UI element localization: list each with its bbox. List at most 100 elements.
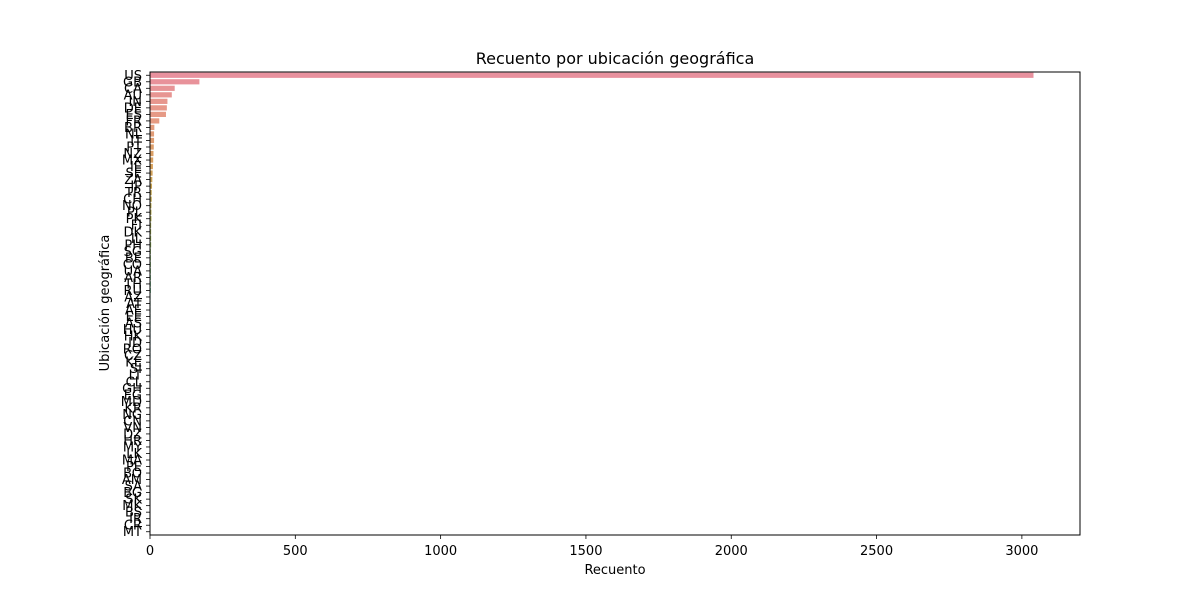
x-axis-ticks: 0 500 1000 1500 2000 2500 3000 xyxy=(146,535,1038,559)
bar-nz xyxy=(150,150,154,157)
bar-it xyxy=(150,137,155,144)
y-tick-label: PH xyxy=(124,238,142,253)
bar-nl xyxy=(150,131,155,137)
y-tick-label: NL xyxy=(125,127,143,142)
y-tick-label: LT xyxy=(129,369,142,384)
bar-mx xyxy=(150,157,154,163)
y-tick-label: CH xyxy=(123,193,142,208)
y-tick-label: PK xyxy=(126,212,143,227)
y-tick-label: AU xyxy=(124,88,142,103)
y-axis-label: Ubicación geográfica xyxy=(98,235,113,372)
bar-au xyxy=(150,92,172,98)
x-tick-label: 1500 xyxy=(569,544,602,559)
y-tick-label: EE xyxy=(126,310,142,325)
y-tick-label: CL xyxy=(126,375,143,390)
bar-ch xyxy=(150,196,152,202)
y-tick-label: MA xyxy=(122,454,142,469)
y-tick-label: HU xyxy=(123,323,142,338)
bar-ph xyxy=(150,242,152,248)
bar-pk xyxy=(150,216,152,222)
y-tick-label: PL xyxy=(127,206,143,221)
y-tick-label: BS xyxy=(125,506,142,521)
y-axis-ticks: USGBCAAUINDEESFRBRNLITPTNZMXIESEZAJPTRCH… xyxy=(121,69,150,540)
y-tick-label: FI xyxy=(131,219,142,234)
x-tick-label: 3000 xyxy=(1005,544,1038,559)
y-tick-label: HK xyxy=(124,330,143,345)
chart-title: Recuento por ubicación geográfica xyxy=(476,49,755,68)
bar-jp xyxy=(150,183,153,189)
x-tick-label: 2000 xyxy=(715,544,748,559)
x-tick-label: 1000 xyxy=(424,544,457,559)
bar-il xyxy=(150,235,152,241)
x-tick-label: 500 xyxy=(283,544,308,559)
y-tick-label: EG xyxy=(124,388,142,403)
y-tick-label: BR xyxy=(124,121,142,136)
bar-de xyxy=(150,105,167,111)
y-tick-label: LK xyxy=(126,447,142,462)
bar-es xyxy=(150,111,166,117)
y-tick-label: KE xyxy=(125,356,142,371)
y-tick-label: VN xyxy=(123,421,142,436)
bar-gb xyxy=(150,79,200,85)
y-tick-label: AT xyxy=(126,297,142,312)
y-tick-label: UA xyxy=(124,264,143,279)
y-tick-label: MX xyxy=(122,154,142,169)
y-tick-label: AZ xyxy=(124,290,142,305)
y-tick-label: PT xyxy=(126,140,142,155)
y-tick-label: AM xyxy=(122,473,142,488)
y-tick-label: PE xyxy=(126,460,142,475)
bar-br xyxy=(150,124,155,131)
bar-in xyxy=(150,98,168,104)
y-tick-label: DZ xyxy=(123,427,142,442)
y-tick-label: TH xyxy=(123,277,142,292)
y-tick-label: SE xyxy=(126,167,142,182)
y-tick-label: NO xyxy=(122,199,142,214)
plot-frame xyxy=(149,71,1081,536)
y-tick-label: BG xyxy=(123,486,142,501)
y-tick-label: IE xyxy=(130,160,142,175)
y-tick-label: FR xyxy=(125,114,142,129)
y-tick-label: CO xyxy=(123,258,142,273)
y-tick-label: TR xyxy=(124,186,142,201)
bar-us xyxy=(150,72,1034,78)
y-tick-label: MY xyxy=(123,440,142,455)
y-tick-label: NG xyxy=(122,408,142,423)
bar-pt xyxy=(150,144,154,150)
y-tick-label: CZ xyxy=(124,349,142,364)
y-tick-label: SA xyxy=(125,480,142,495)
y-tick-label: IN xyxy=(128,95,142,110)
y-tick-label: CN xyxy=(123,414,142,429)
y-tick-label: CR xyxy=(124,519,142,534)
y-tick-label: AR xyxy=(124,271,142,286)
y-tick-label: MT xyxy=(123,525,142,540)
y-tick-label: ID xyxy=(128,336,142,351)
y-tick-label: SI xyxy=(130,362,142,377)
bar-tr xyxy=(150,190,152,196)
y-tick-label: MK xyxy=(122,499,142,514)
y-tick-label: IR xyxy=(129,512,142,527)
y-tick-label: ES xyxy=(126,108,142,123)
y-tick-label: AE xyxy=(125,304,142,319)
y-tick-label: ZA xyxy=(124,173,142,188)
bar-fi xyxy=(150,222,152,228)
y-tick-label: IL xyxy=(131,232,143,247)
y-tick-label: RU xyxy=(123,284,142,299)
bars-group xyxy=(150,72,1034,535)
bar-no xyxy=(150,203,152,209)
y-tick-label: DK xyxy=(123,225,142,240)
y-tick-label: BO xyxy=(123,467,142,482)
y-tick-label: KR xyxy=(124,401,142,416)
y-tick-label: GH xyxy=(122,382,142,397)
bar-se xyxy=(150,170,153,176)
x-axis-label: Recuento xyxy=(584,563,645,578)
y-tick-label: IT xyxy=(130,134,142,149)
y-tick-label: BE xyxy=(125,251,142,266)
y-tick-label: DE xyxy=(124,101,142,116)
y-tick-label: JP xyxy=(129,180,142,195)
y-tick-label: GB xyxy=(123,75,142,90)
bar-fr xyxy=(150,118,160,124)
y-tick-label: RO xyxy=(123,343,142,358)
bar-ca xyxy=(150,85,175,91)
bar-pl xyxy=(150,209,152,215)
